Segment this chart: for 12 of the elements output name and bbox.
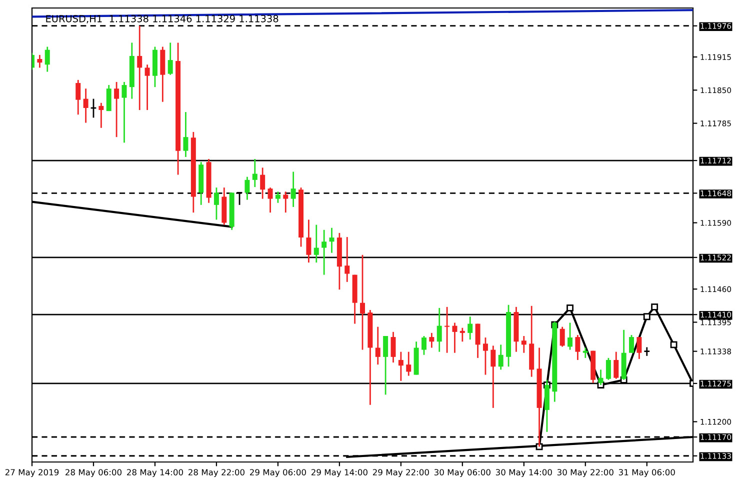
x-tick-label: 29 May 22:00 [372,469,429,478]
text: EURUSD,H1 1.11338 1.11346 1.11329 1.11338 [46,14,278,24]
x-tick-label: 29 May 14:00 [311,469,368,478]
x-tick-label: 28 May 14:00 [127,469,183,478]
x-tick-label: 30 May 22:00 [557,469,614,478]
x-tick-label: 29 May 06:00 [250,469,306,478]
x-tick-label: 28 May 22:00 [188,469,244,478]
x-tick-label: 27 May 2019 [5,469,59,478]
x-tick-label: 30 May 14:00 [496,469,552,478]
x-tick-label: 30 May 06:00 [434,469,490,478]
x-tick-label: 31 May 06:00 [618,469,675,478]
x-tick-label: 28 May 06:00 [66,469,122,478]
